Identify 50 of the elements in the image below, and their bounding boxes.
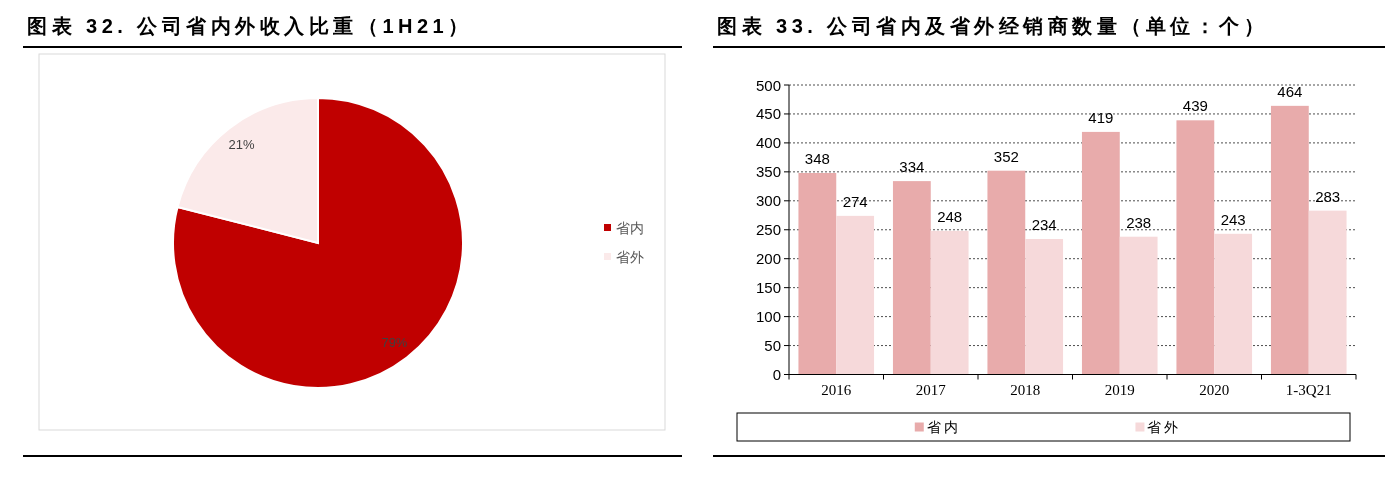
bar [1119,236,1158,375]
x-tick-label: 2016 [821,381,852,398]
data-label: 79% [381,334,408,350]
x-tick-label: 2017 [915,381,947,398]
data-label: 464 [1277,82,1303,100]
y-tick-label: 50 [764,337,781,355]
y-tick-label: 450 [755,105,781,123]
x-tick-label: 2019 [1104,381,1135,398]
legend-label: 省内 [616,220,644,236]
legend-label: 省外 [1147,420,1182,435]
y-tick-label: 0 [772,366,781,383]
pie-slice [172,97,464,389]
bar [836,215,875,375]
bar [1214,233,1253,375]
bar [930,230,969,375]
bar [1081,131,1120,375]
bar [892,181,931,375]
data-label: 283 [1315,187,1341,205]
y-tick-label: 350 [755,163,781,181]
data-label: 248 [937,207,963,225]
y-tick-label: 100 [755,308,781,326]
legend-label: 省内 [926,420,961,435]
bar [987,170,1026,375]
data-label: 243 [1220,210,1246,228]
x-tick-label: 1-3Q21 [1285,381,1332,398]
data-label: 238 [1126,213,1152,231]
chart-title: 图表 33. 公司省内及省外经销商数量（单位：个） [717,15,1269,37]
bar [1308,210,1347,375]
data-label: 419 [1088,108,1114,126]
y-tick-label: 200 [755,250,781,268]
data-label: 274 [842,192,868,210]
data-label: 334 [899,158,925,176]
y-tick-label: 400 [755,134,781,152]
x-tick-label: 2020 [1199,381,1230,398]
bar [1025,239,1064,375]
bar [1270,105,1309,375]
chart-title: 图表 32. 公司省内外收入比重（1H21） [27,15,473,37]
data-label: 234 [1031,216,1057,234]
y-tick-label: 150 [755,279,781,297]
data-label: 352 [993,147,1019,165]
y-tick-label: 250 [755,221,781,239]
y-tick-label: 500 [755,76,781,94]
y-tick-label: 300 [755,192,781,210]
bar [1176,120,1215,375]
data-label: 348 [804,150,830,168]
data-label: 439 [1182,97,1208,115]
x-tick-label: 2018 [1010,381,1041,398]
legend-label: 省外 [616,249,644,265]
data-label: 21% [228,137,256,153]
bar [798,173,837,375]
